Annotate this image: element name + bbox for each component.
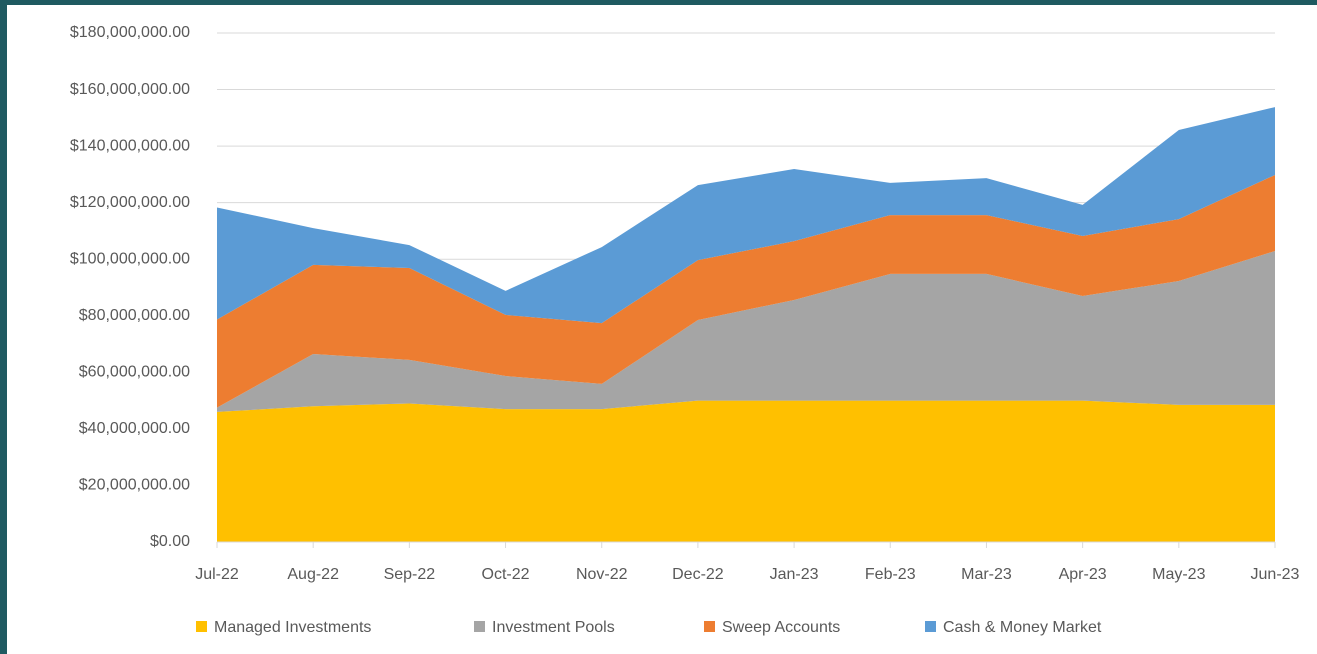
y-tick-label: $140,000,000.00	[70, 137, 190, 154]
y-tick-label: $60,000,000.00	[79, 364, 190, 381]
legend-label: Cash & Money Market	[943, 619, 1102, 636]
x-tick-label: Feb-23	[865, 566, 916, 583]
y-tick-label: $0.00	[150, 533, 190, 550]
y-tick-label: $160,000,000.00	[70, 81, 190, 98]
x-tick-label: Jun-23	[1251, 566, 1300, 583]
x-tick-label: Jan-23	[770, 566, 819, 583]
y-tick-label: $20,000,000.00	[79, 477, 190, 494]
x-tick-label: Apr-23	[1059, 566, 1107, 583]
y-tick-label: $180,000,000.00	[70, 24, 190, 41]
legend-swatch	[704, 621, 715, 632]
legend-swatch	[196, 621, 207, 632]
y-tick-label: $120,000,000.00	[70, 194, 190, 211]
x-tick-label: Dec-22	[672, 566, 724, 583]
legend-swatch	[925, 621, 936, 632]
x-tick-label: Oct-22	[482, 566, 530, 583]
y-tick-label: $80,000,000.00	[79, 307, 190, 324]
x-tick-label: Mar-23	[961, 566, 1012, 583]
x-tick-label: Sep-22	[384, 566, 436, 583]
area	[217, 400, 1275, 542]
legend-label: Sweep Accounts	[722, 619, 840, 636]
legend-label: Managed Investments	[214, 619, 371, 636]
x-tick-label: Nov-22	[576, 566, 628, 583]
x-tick-label: Aug-22	[287, 566, 339, 583]
area	[217, 251, 1275, 412]
legend-label: Investment Pools	[492, 619, 615, 636]
area	[217, 107, 1275, 324]
x-tick-label: May-23	[1152, 566, 1205, 583]
x-tick-label: Jul-22	[195, 566, 239, 583]
y-tick-label: $40,000,000.00	[79, 420, 190, 437]
y-tick-label: $100,000,000.00	[70, 250, 190, 267]
area	[217, 174, 1275, 408]
legend-swatch	[474, 621, 485, 632]
